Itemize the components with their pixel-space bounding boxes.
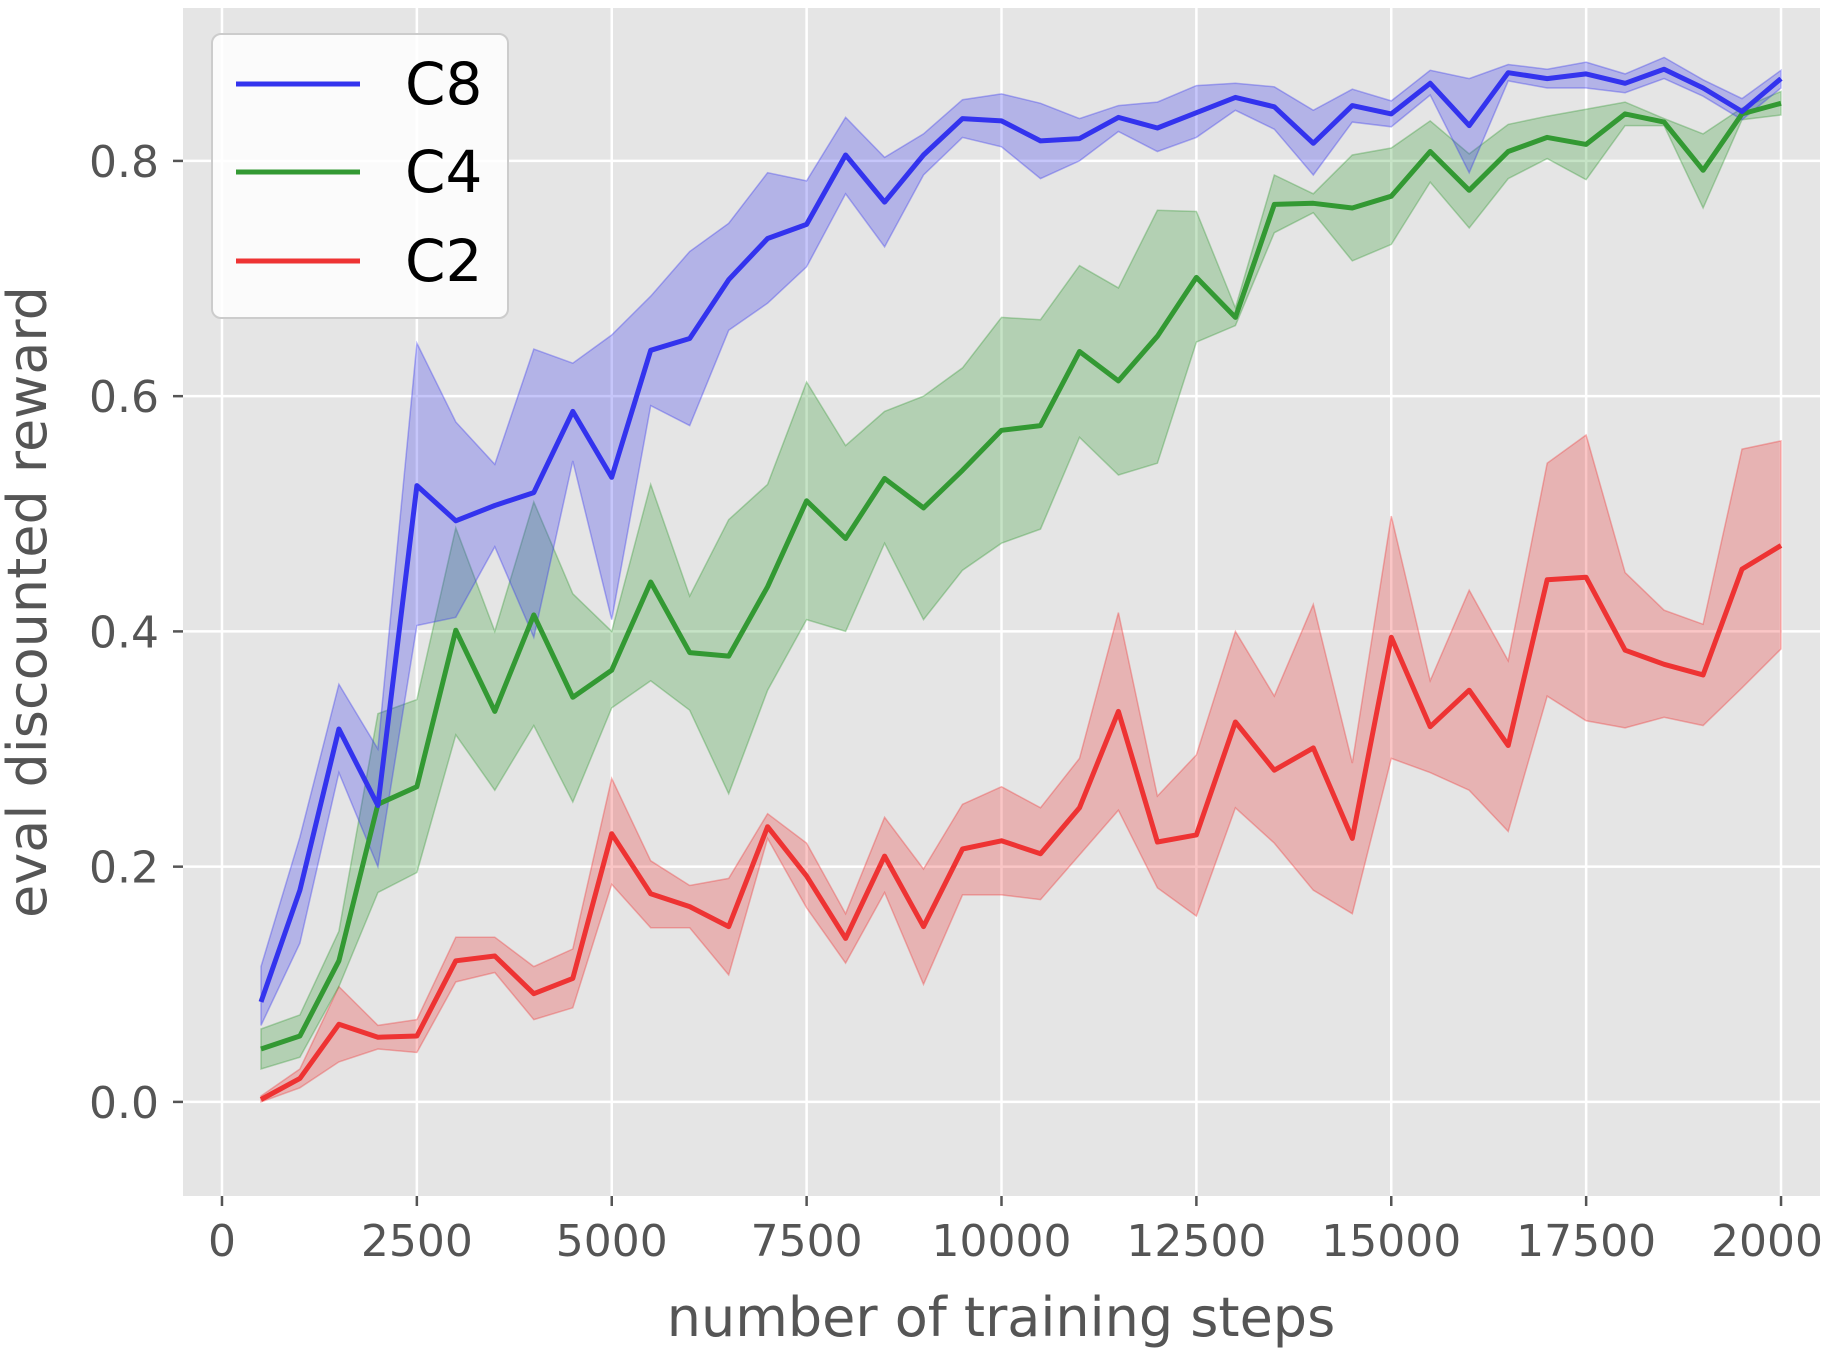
series-line-C4 xyxy=(260,100,1782,1052)
x-axis-label: number of training steps xyxy=(667,1286,1335,1349)
legend: C8 C4 C2 xyxy=(211,33,509,319)
x-tick-label: 12500 xyxy=(1126,1216,1266,1267)
x-tick-label: 17500 xyxy=(1516,1216,1656,1267)
x-tick-label: 0 xyxy=(208,1216,236,1267)
y-axis-label: eval discounted reward xyxy=(0,286,59,918)
legend-box xyxy=(211,33,509,319)
x-tick-label: 7500 xyxy=(751,1216,863,1267)
x-tick-label: 5000 xyxy=(556,1216,668,1267)
y-tick-label: 0.8 xyxy=(89,137,159,188)
grid xyxy=(183,8,1820,1196)
x-tick-label: 10000 xyxy=(932,1216,1072,1267)
legend-label-C8: C8 xyxy=(405,50,482,118)
y-tick-label: 0.6 xyxy=(89,372,159,423)
band-C2 xyxy=(260,433,1782,1103)
series-line-C8 xyxy=(258,66,1783,1003)
legend-label-C4: C4 xyxy=(405,138,482,206)
band-C8 xyxy=(260,56,1782,1026)
x-tick-label: 2500 xyxy=(361,1216,473,1267)
series-lines xyxy=(258,66,1783,1102)
band-C4 xyxy=(260,90,1782,1071)
y-tick-label: 0.4 xyxy=(89,607,159,658)
legend-label-C2: C2 xyxy=(405,227,482,295)
y-tick-label: 0.2 xyxy=(89,843,159,894)
y-tick-label: 0.0 xyxy=(89,1078,159,1129)
confidence-bands xyxy=(260,56,1782,1103)
x-tick-label: 15000 xyxy=(1321,1216,1461,1267)
series-line-C2 xyxy=(259,543,1783,1102)
